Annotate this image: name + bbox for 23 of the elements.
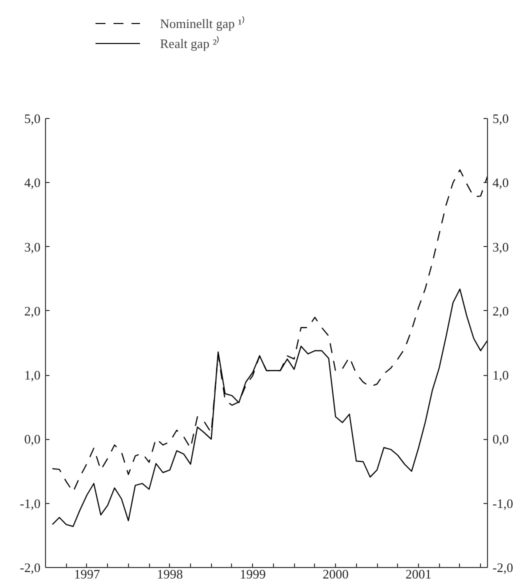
y2-tick-label: 5,0 [492, 111, 509, 126]
x-tick-label: 1999 [240, 566, 266, 582]
y-tick-label: 3,0 [24, 239, 40, 254]
y-tick-label: -2,0 [20, 560, 41, 575]
legend-label: Realt gap ²⁾ [160, 35, 220, 52]
y-tick-label: 2,0 [24, 303, 40, 318]
y-tick-label: 1,0 [24, 368, 40, 383]
legend-label: Nominellt gap ¹⁾ [160, 15, 245, 32]
x-tick-label: 2000 [322, 566, 349, 582]
x-tick-label: 1997 [74, 566, 100, 582]
x-tick-label: 1998 [156, 566, 183, 582]
y-tick-label: 5,0 [24, 111, 40, 126]
y-tick-label: 4,0 [24, 175, 40, 190]
y2-tick-label: -2,0 [492, 560, 514, 575]
y-tick-label: 0,0 [24, 432, 40, 447]
y2-tick-label: -1,0 [492, 496, 514, 511]
y2-tick-label: 0,0 [492, 432, 509, 447]
y2-tick-label: 4,0 [492, 175, 509, 190]
y2-tick-label: 3,0 [492, 239, 509, 254]
y2-tick-label: 1,0 [492, 368, 509, 383]
x-tick-label: 2001 [405, 566, 432, 582]
y2-tick-label: 2,0 [492, 303, 509, 318]
y-tick-label: -1,0 [20, 496, 41, 511]
